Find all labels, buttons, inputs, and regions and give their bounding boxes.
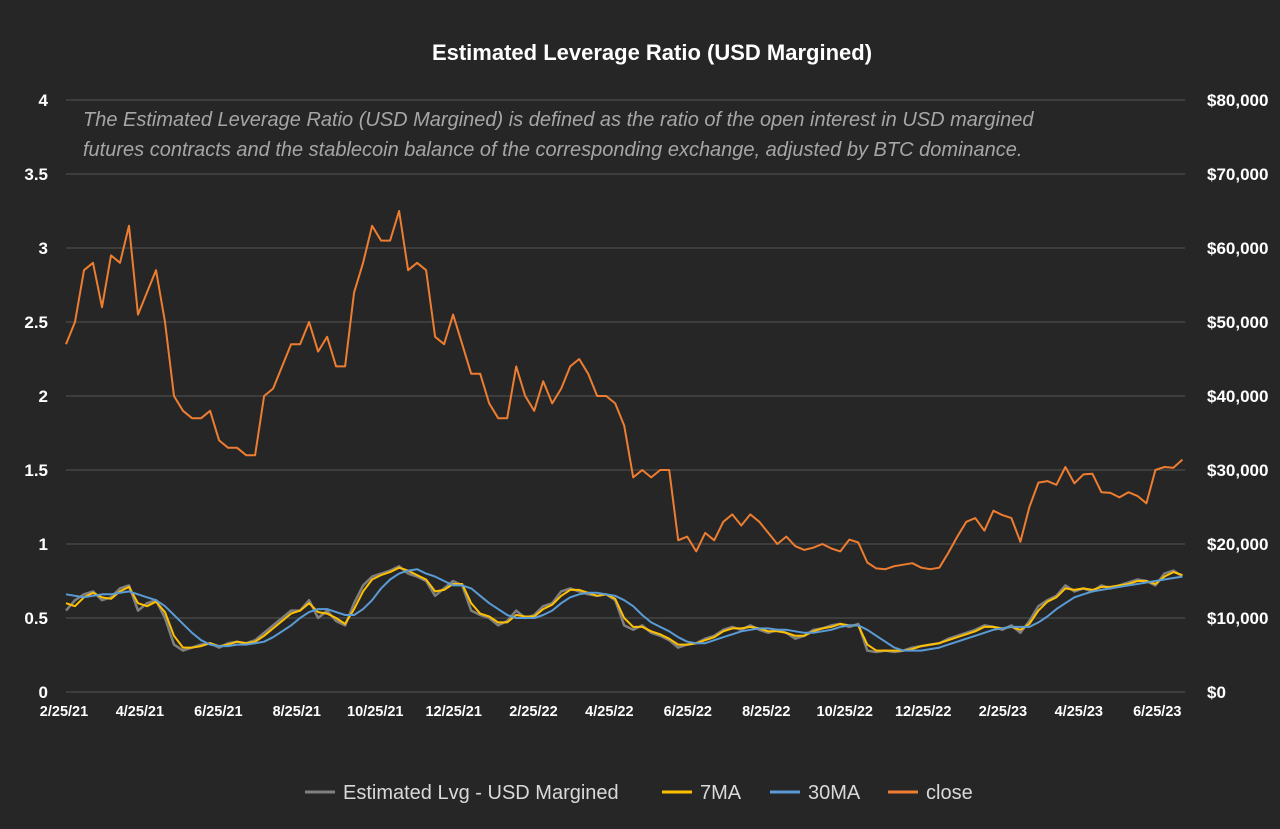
right-axis-tick-label: $40,000 [1207, 387, 1268, 406]
chart-title: Estimated Leverage Ratio (USD Margined) [432, 40, 872, 65]
left-axis-tick-label: 0.5 [24, 609, 48, 628]
legend-label: 7MA [700, 782, 742, 804]
series-line-close [65, 210, 1184, 571]
right-axis-tick-label: $60,000 [1207, 239, 1268, 258]
series-line-7ma [65, 566, 1183, 652]
left-axis-tick-label: 3.5 [24, 165, 48, 184]
x-axis-tick-label: 12/25/21 [425, 704, 481, 720]
x-axis-tick-label: 12/25/22 [895, 704, 951, 720]
left-axis-ticks: 0 0.5 1 1.5 2 2.5 3 3.5 4 [24, 91, 48, 702]
x-axis-tick-label: 2/25/22 [509, 704, 557, 720]
legend-label: Estimated Lvg - USD Margined [343, 782, 619, 804]
legend: Estimated Lvg - USD Margined 7MA 30MA close [305, 782, 973, 804]
x-axis-tick-label: 4/25/21 [116, 704, 164, 720]
x-axis-tick-label: 10/25/22 [817, 704, 873, 720]
left-axis-tick-label: 2.5 [24, 313, 48, 332]
right-axis-tick-label: $10,000 [1207, 609, 1268, 628]
x-axis-tick-label: 8/25/22 [742, 704, 790, 720]
series-line-30ma [65, 568, 1183, 652]
left-axis-tick-label: 1.5 [24, 461, 48, 480]
right-axis-tick-label: $20,000 [1207, 535, 1268, 554]
series-lines [65, 210, 1184, 654]
legend-label: close [926, 782, 973, 804]
right-axis-tick-label: $30,000 [1207, 461, 1268, 480]
right-axis-tick-label: $80,000 [1207, 91, 1268, 110]
right-axis-tick-label: $70,000 [1207, 165, 1268, 184]
x-axis-tick-label: 2/25/21 [40, 704, 88, 720]
left-axis-tick-label: 4 [39, 91, 49, 110]
chart-annotation-line-2: futures contracts and the stablecoin bal… [83, 139, 1022, 161]
left-axis-tick-label: 1 [39, 535, 48, 554]
left-axis-tick-label: 2 [39, 387, 48, 406]
legend-label: 30MA [808, 782, 861, 804]
x-axis-tick-label: 4/25/22 [585, 704, 633, 720]
x-axis-tick-label: 6/25/21 [194, 704, 242, 720]
x-axis-tick-label: 8/25/21 [273, 704, 321, 720]
x-axis-tick-label: 4/25/23 [1055, 704, 1103, 720]
x-axis-tick-label: 2/25/23 [979, 704, 1027, 720]
x-axis-ticks: 2/25/21 4/25/21 6/25/21 8/25/21 10/25/21 12/2… [40, 704, 1182, 720]
x-axis-tick-label: 6/25/22 [664, 704, 712, 720]
chart-annotation-line-1: The Estimated Leverage Ratio (USD Margin… [83, 109, 1034, 131]
x-axis-tick-label: 10/25/21 [347, 704, 403, 720]
left-axis-tick-label: 0 [39, 683, 48, 702]
right-axis-ticks: $0 $10,000 $20,000 $30,000 $40,000 $50,000 $60… [1207, 91, 1268, 702]
right-axis-tick-label: $50,000 [1207, 313, 1268, 332]
right-axis-tick-label: $0 [1207, 683, 1226, 702]
x-axis-tick-label: 6/25/23 [1133, 704, 1181, 720]
left-axis-tick-label: 3 [39, 239, 48, 258]
